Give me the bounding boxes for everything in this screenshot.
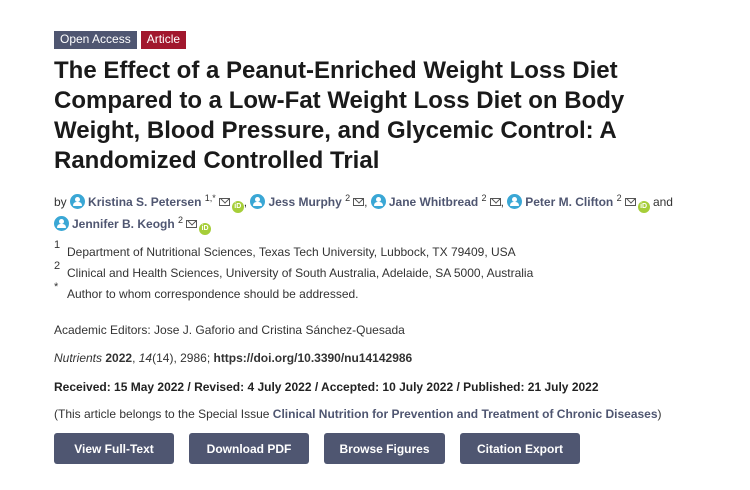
author-entry: Kristina S. Petersen 1,*iD, [70, 193, 250, 213]
author-name-link[interactable]: Jane Whitbread [388, 195, 479, 209]
affiliation-text: Author to whom correspondence should be … [67, 287, 359, 301]
orcid-icon[interactable]: iD [231, 201, 244, 213]
person-icon [250, 194, 266, 209]
citation-issue-pages: (14), 2986; [152, 351, 214, 365]
affiliation-number: 2 [54, 260, 61, 272]
browse-figures-button[interactable]: Browse Figures [324, 433, 445, 464]
author-entry: Jess Murphy 2, [250, 193, 370, 209]
affiliation-superscript: 2 [481, 193, 487, 203]
affiliation-superscript: 2 [345, 193, 351, 203]
email-icon[interactable] [489, 198, 501, 206]
doi-link[interactable]: https://doi.org/10.3390/nu14142986 [213, 351, 413, 365]
open-access-badge[interactable]: Open Access [54, 31, 137, 49]
citation-volume: 14 [138, 351, 153, 365]
special-issue-prefix: (This article belongs to the Special Iss… [54, 407, 273, 421]
person-icon [507, 194, 523, 209]
and-label: and [652, 195, 673, 209]
person-icon [54, 216, 69, 231]
email-icon[interactable] [218, 198, 230, 206]
author-entry: Jane Whitbread 2, [370, 193, 507, 209]
affiliation-text: Clinical and Health Sciences, University… [67, 266, 534, 280]
citation-line: Nutrients 2022, 14(14), 2986; https://do… [54, 351, 413, 365]
article-type-badge: Article [140, 31, 187, 49]
affiliation-number: 1 [54, 239, 61, 251]
author-name-link[interactable]: Jennifer B. Keogh [72, 217, 175, 231]
author-list: by Kristina S. Petersen 1,*iD, Jess Murp… [54, 191, 714, 235]
email-icon[interactable] [186, 220, 198, 228]
affiliation-superscript: 1,* [204, 193, 216, 203]
citation-year: 2022 [105, 351, 133, 365]
affiliation-superscript: 2 [178, 215, 184, 225]
author-entry: Peter M. Clifton 2 iD [507, 193, 653, 213]
journal-name: Nutrients [54, 351, 103, 365]
email-icon[interactable] [624, 198, 636, 206]
author-entry: Jennifer B. Keogh 2 iD [54, 215, 212, 235]
affiliation-superscript: 2 [616, 193, 622, 203]
orcid-icon[interactable]: iD [637, 201, 650, 213]
affiliation-text: Department of Nutritional Sciences, Texa… [67, 245, 516, 259]
citation-export-button[interactable]: Citation Export [460, 433, 580, 464]
download-pdf-button[interactable]: Download PDF [189, 433, 309, 464]
author-name-link[interactable]: Kristina S. Petersen [88, 195, 202, 209]
author-name-link[interactable]: Jess Murphy [268, 195, 342, 209]
view-full-text-button[interactable]: View Full-Text [54, 433, 174, 464]
academic-editors: Academic Editors: Jose J. Gaforio and Cr… [54, 323, 405, 337]
by-label: by [54, 195, 67, 209]
person-icon [370, 194, 386, 209]
special-issue-link[interactable]: Clinical Nutrition for Prevention and Tr… [272, 407, 658, 421]
email-icon[interactable] [353, 198, 365, 206]
publication-dates: Received: 15 May 2022 / Revised: 4 July … [54, 380, 599, 394]
affiliation-number: * [54, 281, 59, 293]
article-badges: Open Access Article [54, 31, 187, 49]
orcid-icon[interactable]: iD [199, 223, 212, 235]
article-action-buttons: View Full-Text Download PDF Browse Figur… [54, 433, 580, 464]
special-issue-suffix: ) [657, 407, 662, 421]
author-name-link[interactable]: Peter M. Clifton [525, 195, 614, 209]
special-issue-note: (This article belongs to the Special Iss… [54, 407, 662, 421]
person-icon [70, 194, 86, 209]
article-title: The Effect of a Peanut-Enriched Weight L… [54, 57, 625, 174]
